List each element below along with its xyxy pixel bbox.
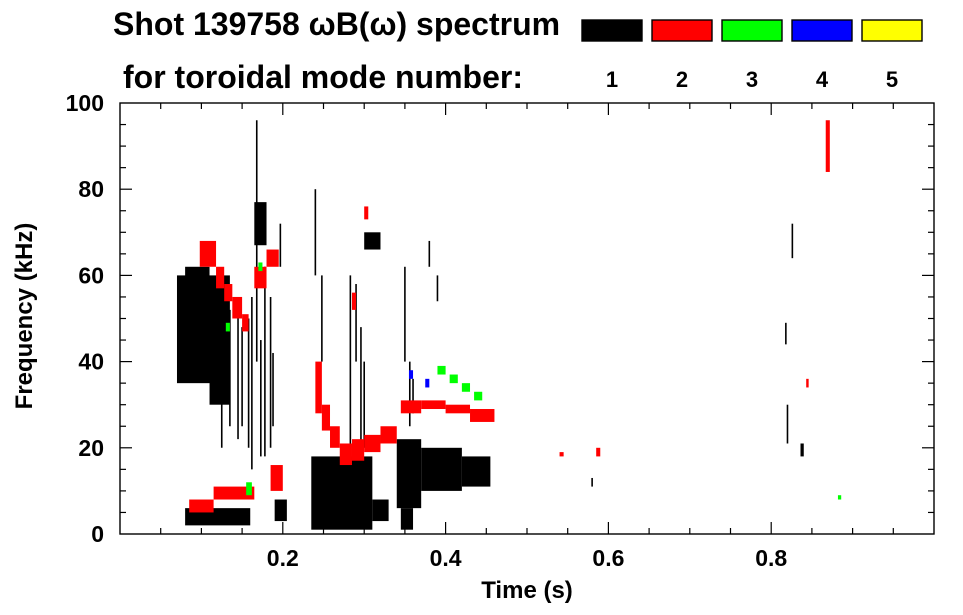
legend-label-3: 3 (746, 67, 758, 92)
axis-ticks (120, 103, 934, 534)
mode-2-blob-0 (199, 240, 217, 267)
mode-3-blob-5 (461, 383, 471, 392)
mode-3-blob-4 (449, 374, 458, 384)
mode-3-blob-2 (225, 322, 230, 332)
mode-2-blob-14 (351, 439, 365, 461)
mode-2-blob-10 (315, 361, 322, 414)
mode-3-blob-1 (258, 262, 263, 272)
legend-label-1: 1 (606, 67, 618, 92)
y-axis-label: Frequency (kHz) (11, 223, 38, 410)
legend-label-2: 2 (676, 67, 688, 92)
mode-1-blob-12 (400, 508, 414, 530)
mode-2-blob-21 (364, 206, 369, 220)
x-tick-label-0.2: 0.2 (267, 545, 299, 571)
chart-title-line1: Shot 139758 ωB(ω) spectrum (113, 6, 560, 42)
mode-2-blob-11 (321, 404, 331, 431)
legend-swatch-2 (651, 19, 713, 42)
mode-2-blob-16 (380, 426, 397, 444)
x-tick-label-0.4: 0.4 (430, 545, 462, 571)
mode-1-blob-1 (185, 266, 210, 319)
y-tick-label-0: 0 (91, 521, 104, 547)
mode-2-blob-1 (216, 266, 225, 289)
mode-2-blob-6 (266, 249, 279, 267)
mode-2-blob-3 (232, 296, 243, 319)
mode-4-blob-1 (425, 378, 430, 388)
mode-2-blob-12 (330, 426, 340, 448)
mode-1-blob-9 (396, 439, 422, 509)
mode-4-blob-0 (408, 370, 414, 379)
mode-3-blob-7 (837, 495, 842, 500)
mode-3-blob-3 (437, 365, 446, 375)
mode-2-blob-23 (825, 120, 830, 172)
y-tick-label-100: 100 (66, 90, 104, 116)
mode-2-blob-13 (339, 443, 352, 466)
mode-3-blob-6 (474, 391, 483, 401)
mode-1-blob-7 (372, 499, 389, 522)
y-tick-label-40: 40 (78, 349, 104, 375)
axis-tick-labels: 0.2 0.4 0.6 0.8 0 20 40 60 80 100 (66, 90, 788, 571)
mode-1-blob-8 (364, 232, 381, 250)
mode-1-blob-5 (274, 499, 287, 522)
mode-1-blob-11 (461, 456, 491, 487)
mode-2-blob-4 (242, 314, 249, 332)
y-tick-label-80: 80 (78, 176, 104, 202)
legend-swatch-5 (861, 19, 923, 42)
legend-swatch-3 (721, 19, 783, 42)
mode-2-blob-26 (596, 447, 601, 457)
y-tick-label-20: 20 (78, 435, 104, 461)
mode-2-blob-15 (364, 434, 381, 453)
legend-swatch-4 (791, 19, 853, 42)
chart-title-line2: for toroidal mode number: (123, 59, 523, 95)
mode-2-blob-19 (445, 404, 471, 414)
x-axis-label: Time (s) (481, 577, 573, 604)
mode-2-blob-24 (806, 378, 809, 388)
x-tick-label-0.8: 0.8 (755, 545, 787, 571)
mode-2-blob-8 (213, 486, 255, 500)
mode-2-blob-18 (421, 400, 446, 410)
mode-1-blob-6 (311, 456, 373, 530)
x-tick-label-0.6: 0.6 (592, 545, 624, 571)
legend: 1 2 3 4 5 (581, 19, 923, 92)
mode-3-blob-0 (246, 482, 252, 496)
mode-2-blob-9 (270, 465, 283, 491)
legend-label-4: 4 (816, 67, 829, 92)
mode-1-blob-10 (421, 447, 462, 491)
y-tick-label-60: 60 (78, 262, 104, 288)
mode-2-blob-22 (351, 292, 357, 310)
legend-swatch-1 (581, 19, 643, 42)
mode-1-blob-13 (800, 443, 804, 457)
mode-2-blob-7 (189, 499, 214, 513)
spectrum-data (176, 120, 842, 530)
mode-2-blob-2 (224, 284, 233, 302)
mode-2-blob-20 (470, 409, 495, 422)
mode-2-blob-17 (400, 400, 422, 414)
legend-label-5: 5 (886, 67, 898, 92)
mode-1-blob-2 (209, 318, 230, 405)
mode-2-blob-5 (254, 266, 267, 289)
mode-2-blob-25 (559, 452, 564, 457)
